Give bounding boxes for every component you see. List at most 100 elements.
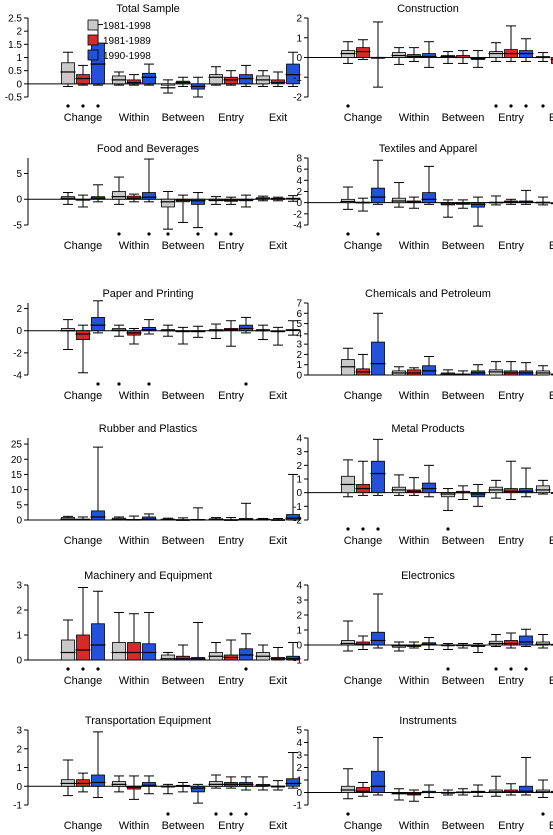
bar [91,316,105,332]
bar [341,785,355,793]
x-category-label: Exit [549,112,553,124]
significance-dot [166,232,170,236]
y-tick-label: 5 [296,726,302,737]
bar [536,485,550,494]
bar [519,488,533,494]
y-tick-label: 2 [296,763,302,774]
bar [371,460,385,494]
y-tick-label: 4 [296,738,302,749]
y-tick-label: 6 [296,309,302,320]
significance-dot [66,667,70,671]
x-category-label: Within [399,112,430,124]
significance-dot [346,104,350,108]
x-category-label: Within [119,535,150,547]
y-tick-label: -4 [293,221,302,232]
y-tick-label: -2 [293,209,302,220]
significance-dot [117,232,121,236]
legend-swatch [87,49,99,61]
chart-panel: Instruments -1 01 23 45 Change Within Between En… [293,715,553,832]
y-tick-label: 20 [11,455,23,466]
significance-dot [346,527,350,531]
bar [161,198,175,208]
y-tick-label: 1 [296,360,302,371]
y-tick-label: 4 [296,329,302,340]
y-tick-label: 3 [296,447,302,458]
bar [142,516,156,521]
significance-dot [541,812,545,816]
y-tick-label: 1 [296,776,302,787]
y-tick-label: 2 [296,461,302,472]
significance-dot [509,104,513,108]
x-category-label: Exit [269,112,287,124]
significance-dot [524,104,528,108]
x-category-label: Entry [498,240,524,252]
significance-dot [244,667,248,671]
x-category-label: Exit [269,390,287,402]
x-category-label: Within [119,675,150,687]
bar [356,47,370,58]
x-category-label: Between [162,535,205,547]
x-category-label: Change [344,112,383,124]
x-category-label: Change [64,535,103,547]
significance-dot [117,382,121,386]
y-tick-label: 0 [296,371,302,382]
x-category-label: Between [162,390,205,402]
y-tick-label: -1 [293,656,302,667]
x-category-label: Within [119,112,150,124]
x-category-label: Exit [269,675,287,687]
chart-panel: Paper and Printing -4 -2 0 2 Change Within Betw… [13,288,301,402]
x-category-label: Within [399,390,430,402]
x-category-label: Change [344,820,383,832]
bar [519,635,533,646]
bar [176,655,190,661]
bar [239,74,253,85]
significance-dot [81,104,85,108]
bar [91,510,105,521]
y-tick-label: 1 [16,53,22,64]
significance-dot [346,812,350,816]
significance-dot [229,812,233,816]
significance-dot [96,104,100,108]
chart-title: Construction [397,3,459,15]
y-tick-label: 1 [296,33,302,44]
x-category-label: Entry [498,675,524,687]
bar [371,341,385,376]
y-tick-label: -1 [293,801,302,812]
x-category-label: Between [162,112,205,124]
bar [371,631,385,646]
chart-title: Food and Beverages [97,143,200,155]
x-category-label: Between [442,112,485,124]
significance-dot [96,667,100,671]
bar [286,514,300,521]
y-tick-label: -2 [13,348,22,359]
chart-title: Total Sample [116,3,180,15]
bar [161,654,175,661]
y-tick-label: 0 [16,782,22,793]
y-tick-label: -2 [293,516,302,527]
y-tick-label: -0.5 [5,93,23,104]
x-category-label: Between [442,390,485,402]
legend-swatch [87,34,99,46]
significance-dot [196,232,200,236]
x-category-label: Between [442,820,485,832]
bar [536,641,550,646]
chart-title: Paper and Printing [102,288,193,300]
bar [91,623,105,661]
y-tick-label: 3 [296,340,302,351]
significance-dot [524,667,528,671]
significance-dot [244,382,248,386]
y-tick-label: 0 [16,79,22,90]
y-tick-label: -1 [13,801,22,812]
chart-title: Machinery and Equipment [84,570,212,582]
y-tick-label: 4 [296,176,302,187]
significance-dot [214,232,218,236]
bar [142,782,156,787]
chart-title: Chemicals and Petroleum [365,288,491,300]
x-category-label: Change [64,820,103,832]
bar [112,642,126,661]
bar [61,62,75,85]
y-tick-label: 15 [11,470,23,481]
